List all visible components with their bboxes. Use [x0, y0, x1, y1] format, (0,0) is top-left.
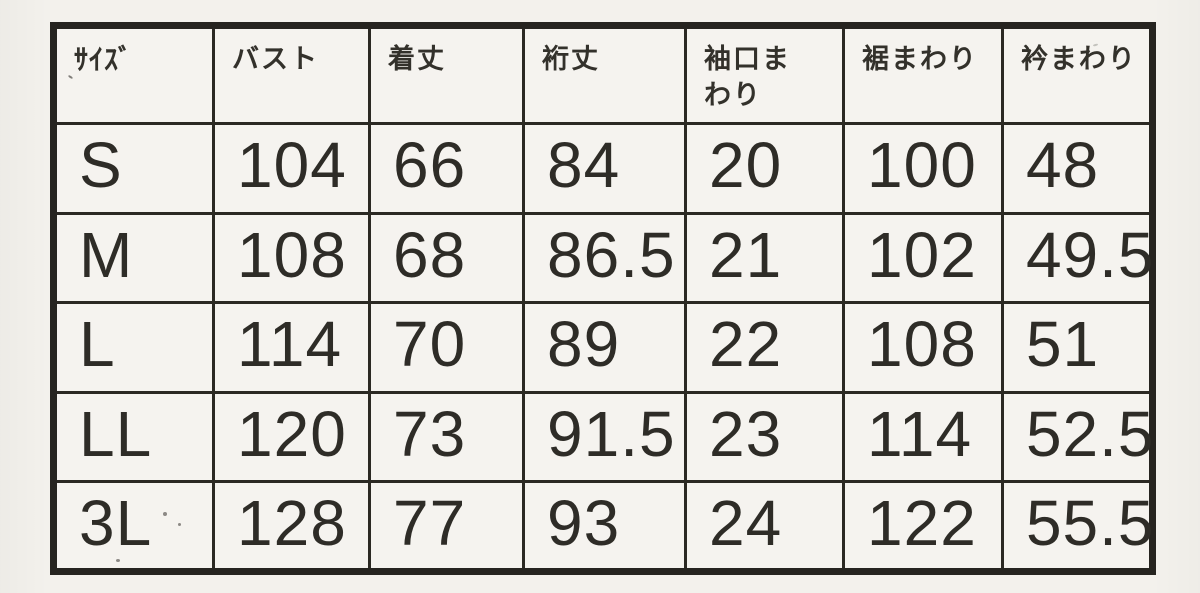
cell-cuff-around: 21: [683, 211, 846, 305]
cell-size: 3L: [52, 480, 215, 573]
col-header-body-length: 着丈: [368, 24, 526, 125]
col-header-size: ｻｲｽﾞ: [52, 24, 215, 125]
cell-bust: 128: [211, 480, 372, 573]
cell-cuff-around: 20: [683, 122, 846, 215]
cell-collar-around: 49.5: [1000, 211, 1155, 305]
col-header-collar-around-label: 衿まわり: [1020, 44, 1137, 74]
cell-cuff-around: 22: [683, 301, 846, 394]
cell-body-length: 77: [368, 480, 526, 573]
size-chart-table: ｻｲｽﾞ バスト 着丈 裄丈 袖口まわり 裾まわり 衿まわり S 104 66 …: [50, 22, 1156, 575]
cell-sleeve-length: 91.5: [522, 390, 687, 484]
col-header-body-length-label: 着丈: [388, 44, 447, 74]
col-header-cuff-around: 袖口まわり: [683, 24, 846, 125]
col-header-sleeve-length: 裄丈: [522, 24, 687, 125]
cell-sleeve-length: 86.5: [522, 211, 687, 305]
cell-body-length: 66: [368, 122, 526, 215]
scan-speck: [178, 523, 181, 526]
col-header-sleeve-length-label: 裄丈: [542, 44, 601, 74]
cell-body-length: 68: [368, 211, 526, 305]
cell-sleeve-length: 93: [522, 480, 687, 573]
col-header-hem-around-label: 裾まわり: [862, 44, 979, 74]
cell-collar-around: 51: [1000, 301, 1155, 394]
cell-cuff-around: 24: [683, 480, 846, 573]
cell-size: M: [52, 211, 215, 305]
cell-bust: 120: [211, 390, 372, 484]
cell-cuff-around: 23: [683, 390, 846, 484]
table-header: ｻｲｽﾞ バスト 着丈 裄丈 袖口まわり 裾まわり 衿まわり: [52, 24, 1155, 125]
cell-body-length: 73: [368, 390, 526, 484]
cell-sleeve-length: 84: [522, 122, 687, 215]
table-row-s: S 104 66 84 20 100 48: [52, 122, 1155, 215]
cell-hem-around: 114: [842, 390, 1004, 484]
table-row-ll: LL 120 73 91.5 23 114 52.5: [52, 390, 1155, 484]
cell-hem-around: 102: [842, 211, 1004, 305]
cell-body-length: 70: [368, 301, 526, 394]
col-header-bust-label: バスト: [232, 44, 319, 74]
table-row-m: M 108 68 86.5 21 102 49.5: [52, 211, 1155, 305]
table-row-3l: 3L 128 77 93 24 122 55.5: [52, 480, 1155, 573]
cell-bust: 114: [211, 301, 372, 394]
scan-speck: [163, 512, 167, 516]
cell-size: L: [52, 301, 215, 394]
table-row-l: L 114 70 89 22 108 51: [52, 301, 1155, 394]
cell-hem-around: 108: [842, 301, 1004, 394]
table-body: S 104 66 84 20 100 48 M 108 68 86.5 21 1…: [52, 122, 1155, 573]
col-header-cuff-around-label: 袖口まわり: [704, 44, 791, 110]
header-row: ｻｲｽﾞ バスト 着丈 裄丈 袖口まわり 裾まわり 衿まわり: [52, 24, 1155, 125]
col-header-hem-around: 裾まわり: [842, 24, 1004, 125]
scan-speck: [116, 559, 120, 562]
cell-hem-around: 100: [842, 122, 1004, 215]
col-header-bust: バスト: [211, 24, 372, 125]
cell-size: S: [52, 122, 215, 215]
col-header-collar-around: 衿まわり: [1000, 24, 1155, 125]
col-header-size-label: ｻｲｽﾞ: [74, 44, 134, 75]
cell-collar-around: 52.5: [1000, 390, 1155, 484]
cell-collar-around: 55.5: [1000, 480, 1155, 573]
cell-collar-around: 48: [1000, 122, 1155, 215]
cell-bust: 108: [211, 211, 372, 305]
cell-sleeve-length: 89: [522, 301, 687, 394]
cell-bust: 104: [211, 122, 372, 215]
cell-hem-around: 122: [842, 480, 1004, 573]
cell-size: LL: [52, 390, 215, 484]
